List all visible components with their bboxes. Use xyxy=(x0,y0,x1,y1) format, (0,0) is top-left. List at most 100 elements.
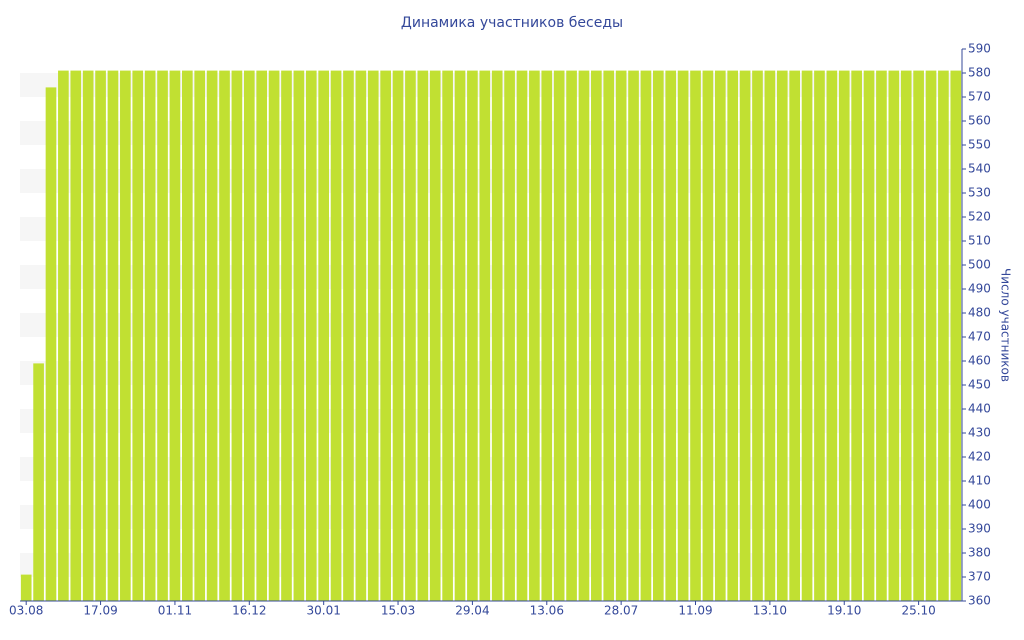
bar xyxy=(467,70,478,602)
bar xyxy=(243,70,255,602)
bar xyxy=(417,70,429,602)
bar xyxy=(615,70,627,602)
x-tick-label: 25.10 xyxy=(901,604,935,618)
y-tick-label: 460 xyxy=(968,354,991,368)
bar xyxy=(665,70,677,602)
bar xyxy=(913,70,924,602)
bar xyxy=(107,70,119,602)
bar xyxy=(95,70,106,602)
x-tick-label: 01.11 xyxy=(158,604,192,618)
y-tick-label: 520 xyxy=(968,210,991,224)
y-tick-label: 560 xyxy=(968,114,991,128)
y-axis-title: Число участников xyxy=(999,268,1013,382)
bar xyxy=(566,70,577,602)
bar xyxy=(491,70,503,602)
x-tick-label: 19.10 xyxy=(827,604,861,618)
bar xyxy=(256,70,268,602)
y-tick-label: 470 xyxy=(968,330,991,344)
bar xyxy=(305,70,317,602)
bar xyxy=(281,70,292,602)
y-tick-label: 440 xyxy=(968,402,991,416)
bar xyxy=(529,70,540,602)
bar xyxy=(367,70,379,602)
bar xyxy=(454,70,466,602)
x-tick-label: 15.03 xyxy=(381,604,415,618)
y-tick-label: 500 xyxy=(968,258,991,272)
y-tick-label: 400 xyxy=(968,498,991,512)
x-tick-label: 30.01 xyxy=(306,604,340,618)
bar xyxy=(82,70,94,602)
x-tick-label: 13.06 xyxy=(530,604,564,618)
bar xyxy=(181,70,193,602)
y-tick-label: 530 xyxy=(968,186,991,200)
y-tick-label: 430 xyxy=(968,426,991,440)
y-tick-label: 490 xyxy=(968,282,991,296)
bar xyxy=(144,70,156,602)
y-tick-label: 370 xyxy=(968,570,991,584)
bar xyxy=(231,70,243,602)
y-tick-label: 380 xyxy=(968,546,991,560)
y-tick-label: 540 xyxy=(968,162,991,176)
x-tick-label: 16.12 xyxy=(232,604,266,618)
bar xyxy=(838,70,850,602)
bar xyxy=(504,70,515,602)
x-tick-label: 17.09 xyxy=(83,604,117,618)
x-tick-label: 13.10 xyxy=(753,604,787,618)
bar xyxy=(739,70,751,602)
chart-title: Динамика участников беседы xyxy=(401,15,623,31)
bar xyxy=(801,70,813,602)
y-tick-label: 450 xyxy=(968,378,991,392)
bar xyxy=(690,70,701,602)
bar xyxy=(194,70,206,602)
bar xyxy=(591,70,602,602)
bar xyxy=(516,70,528,602)
bar xyxy=(776,70,788,602)
bar xyxy=(58,70,69,602)
bar xyxy=(652,70,664,602)
bar xyxy=(405,70,416,602)
y-tick-label: 580 xyxy=(968,66,991,80)
y-tick-label: 550 xyxy=(968,138,991,152)
bar xyxy=(727,70,739,602)
y-tick-label: 510 xyxy=(968,234,991,248)
y-tick-label: 390 xyxy=(968,522,991,536)
bar xyxy=(950,70,962,602)
bar xyxy=(268,70,280,602)
x-tick-label: 29.04 xyxy=(455,604,489,618)
bar xyxy=(380,70,391,602)
bar xyxy=(343,70,354,602)
bar xyxy=(541,70,553,602)
bar xyxy=(900,70,912,602)
bar xyxy=(702,70,714,602)
bar xyxy=(628,70,639,602)
bar xyxy=(826,70,838,602)
bar xyxy=(603,70,615,602)
y-tick-label: 590 xyxy=(968,42,991,56)
bar xyxy=(157,70,168,602)
bar xyxy=(20,574,32,601)
bar xyxy=(764,70,776,602)
bar xyxy=(677,70,689,602)
bar xyxy=(45,87,57,601)
bar xyxy=(814,70,825,602)
bar xyxy=(789,70,801,602)
bar xyxy=(938,70,949,602)
bar xyxy=(120,70,131,602)
bar xyxy=(888,70,900,602)
x-tick-label: 03.08 xyxy=(9,604,43,618)
bar xyxy=(578,70,590,602)
y-tick-label: 420 xyxy=(968,450,991,464)
bar xyxy=(219,70,230,602)
x-tick-label: 28.07 xyxy=(604,604,638,618)
bar xyxy=(33,363,44,601)
bar xyxy=(132,70,144,602)
bar xyxy=(863,70,875,602)
bar xyxy=(925,70,937,602)
y-tick-label: 410 xyxy=(968,474,991,488)
bar xyxy=(169,70,181,602)
bar xyxy=(640,70,652,602)
bar xyxy=(70,70,82,602)
bar xyxy=(318,70,330,602)
y-tick-label: 570 xyxy=(968,90,991,104)
